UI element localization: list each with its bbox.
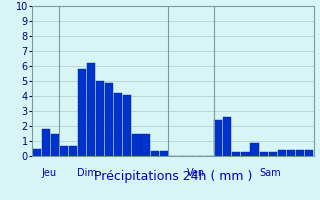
Bar	[60, 146, 68, 156]
Bar	[241, 152, 250, 156]
Bar	[296, 150, 304, 156]
Text: Jeu: Jeu	[41, 168, 56, 178]
Text: Ven: Ven	[187, 168, 204, 178]
Bar	[214, 120, 222, 156]
Bar	[141, 134, 150, 156]
Bar	[287, 150, 295, 156]
Bar	[150, 151, 159, 156]
Bar	[278, 150, 286, 156]
Bar	[305, 150, 313, 156]
Bar	[96, 81, 104, 156]
Bar	[251, 142, 259, 156]
Bar	[223, 117, 231, 156]
Bar	[32, 148, 41, 156]
Text: Sam: Sam	[259, 168, 281, 178]
Bar	[114, 93, 122, 156]
Text: Dim: Dim	[77, 168, 97, 178]
Bar	[160, 151, 168, 156]
X-axis label: Précipitations 24h ( mm ): Précipitations 24h ( mm )	[94, 170, 252, 183]
Bar	[132, 134, 140, 156]
Bar	[260, 152, 268, 156]
Bar	[268, 152, 277, 156]
Bar	[51, 134, 59, 156]
Bar	[87, 63, 95, 156]
Bar	[232, 152, 240, 156]
Bar	[42, 129, 50, 156]
Bar	[78, 69, 86, 156]
Bar	[69, 146, 77, 156]
Bar	[123, 95, 132, 156]
Bar	[105, 82, 113, 156]
